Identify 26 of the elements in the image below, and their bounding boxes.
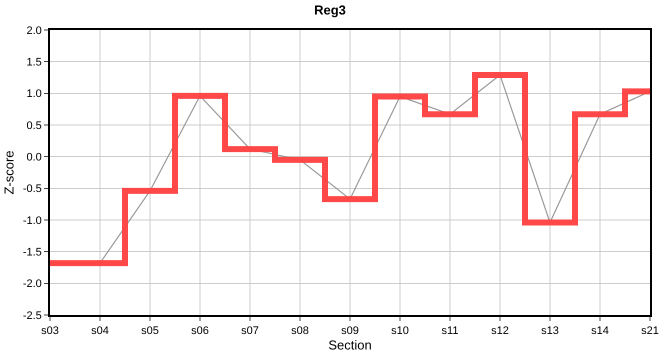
x-tick-label: s07 xyxy=(241,325,259,338)
y-tick-label: -2.0 xyxy=(22,278,42,290)
x-tick-label: s06 xyxy=(191,325,209,338)
y-tick-label: -2.5 xyxy=(22,310,42,322)
chart-title: Reg3 xyxy=(314,2,346,18)
y-tick-label: 1.5 xyxy=(26,56,42,69)
y-tick-label: 2.0 xyxy=(26,24,42,37)
y-tick-label: 1.0 xyxy=(26,88,42,100)
y-tick-label: -0.5 xyxy=(22,183,42,196)
y-tick-label: 0.0 xyxy=(26,152,42,164)
x-tick-label: s12 xyxy=(491,325,509,338)
x-tick-label: s13 xyxy=(541,325,559,338)
y-tick-label: -1.5 xyxy=(22,246,42,259)
x-tick-label: s10 xyxy=(391,325,409,338)
x-tick-label: s14 xyxy=(591,325,609,338)
x-tick-label: s09 xyxy=(341,325,359,338)
y-tick-label: 0.5 xyxy=(26,120,42,132)
y-axis-title: Z-score xyxy=(1,150,16,195)
x-tick-label: s03 xyxy=(41,325,59,338)
x-tick-label: s05 xyxy=(141,325,159,338)
x-axis-title: Section xyxy=(328,337,372,352)
y-tick-label: -1.0 xyxy=(22,214,42,227)
x-tick-label: s11 xyxy=(442,325,458,338)
x-tick-label: s08 xyxy=(291,325,309,338)
x-tick-label: s21 xyxy=(641,325,659,338)
x-tick-label: s04 xyxy=(91,325,109,338)
